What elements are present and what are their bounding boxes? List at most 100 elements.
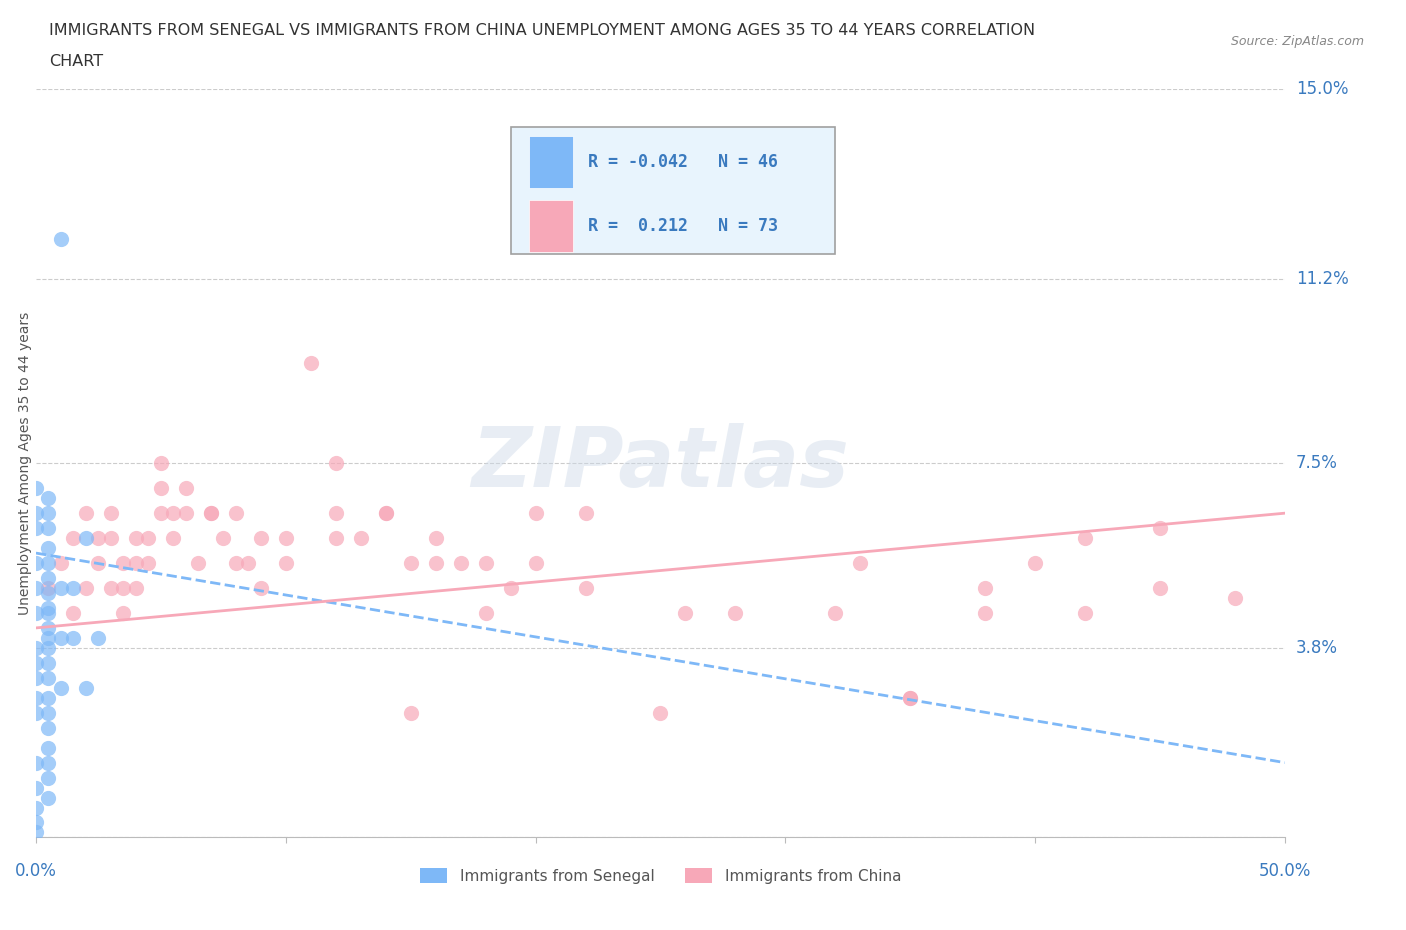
Point <box>849 555 872 570</box>
Point <box>350 531 373 546</box>
Point <box>25 481 48 496</box>
Point <box>225 555 247 570</box>
Point <box>524 555 547 570</box>
Point <box>149 481 172 496</box>
Point <box>149 506 172 521</box>
Point <box>25 580 48 595</box>
Point <box>125 555 148 570</box>
Point <box>574 506 596 521</box>
Text: CHART: CHART <box>49 54 103 69</box>
Point <box>775 181 797 196</box>
Point <box>650 705 672 720</box>
Point <box>37 656 59 671</box>
Point <box>37 521 59 536</box>
Point <box>974 605 997 620</box>
Point <box>25 555 48 570</box>
Legend: Immigrants from Senegal, Immigrants from China: Immigrants from Senegal, Immigrants from… <box>413 861 907 890</box>
Point <box>187 555 209 570</box>
Point <box>37 540 59 555</box>
Point <box>100 580 122 595</box>
Point <box>62 605 84 620</box>
Point <box>399 555 422 570</box>
Point <box>675 605 697 620</box>
Point <box>100 531 122 546</box>
Point <box>162 506 184 521</box>
Point <box>212 531 235 546</box>
Point <box>100 506 122 521</box>
FancyBboxPatch shape <box>510 126 835 254</box>
Point <box>49 681 72 696</box>
Y-axis label: Unemployment Among Ages 35 to 44 years: Unemployment Among Ages 35 to 44 years <box>18 312 32 615</box>
Point <box>112 555 135 570</box>
Point <box>724 605 747 620</box>
Point <box>325 531 347 546</box>
Point <box>112 580 135 595</box>
Point <box>524 506 547 521</box>
Point <box>37 705 59 720</box>
Point <box>37 641 59 656</box>
Point <box>299 356 322 371</box>
Point <box>474 555 496 570</box>
Point <box>149 456 172 471</box>
Point <box>37 555 59 570</box>
Point <box>174 481 197 496</box>
Point <box>87 555 110 570</box>
Point <box>399 705 422 720</box>
Point <box>37 720 59 735</box>
Point <box>37 601 59 616</box>
Point <box>125 531 148 546</box>
Point <box>1149 580 1171 595</box>
Text: ZIPatlas: ZIPatlas <box>471 423 849 504</box>
Point <box>574 580 596 595</box>
Point <box>37 605 59 620</box>
Point <box>1149 521 1171 536</box>
Point <box>138 531 160 546</box>
Point <box>25 705 48 720</box>
Point <box>62 580 84 595</box>
Point <box>87 531 110 546</box>
Text: R =  0.212   N = 73: R = 0.212 N = 73 <box>588 217 778 234</box>
Text: 11.2%: 11.2% <box>1296 270 1348 287</box>
Point <box>87 631 110 645</box>
Point <box>499 580 522 595</box>
Text: Source: ZipAtlas.com: Source: ZipAtlas.com <box>1230 35 1364 48</box>
Point <box>200 506 222 521</box>
Point <box>225 506 247 521</box>
Point <box>450 555 472 570</box>
Point <box>37 506 59 521</box>
Text: 15.0%: 15.0% <box>1296 80 1348 98</box>
Point <box>238 555 260 570</box>
Point <box>25 690 48 705</box>
Point <box>1074 605 1097 620</box>
Point <box>325 456 347 471</box>
Point <box>325 506 347 521</box>
Point <box>25 641 48 656</box>
Point <box>37 740 59 755</box>
Point <box>37 571 59 586</box>
Point <box>25 780 48 795</box>
Point <box>425 531 447 546</box>
Point <box>62 631 84 645</box>
Point <box>49 232 72 246</box>
Point <box>37 671 59 685</box>
Point <box>112 605 135 620</box>
Point <box>75 531 97 546</box>
Point <box>49 631 72 645</box>
Point <box>37 770 59 785</box>
Point <box>374 506 396 521</box>
Point <box>37 631 59 645</box>
Text: R = -0.042   N = 46: R = -0.042 N = 46 <box>588 153 778 171</box>
Point <box>37 690 59 705</box>
Point <box>49 555 72 570</box>
Point <box>25 521 48 536</box>
Point <box>200 506 222 521</box>
Point <box>249 580 271 595</box>
Point <box>75 580 97 595</box>
Point <box>37 491 59 506</box>
FancyBboxPatch shape <box>529 200 574 252</box>
Text: 0.0%: 0.0% <box>15 862 56 881</box>
Point <box>25 815 48 830</box>
Point <box>25 506 48 521</box>
Point <box>374 506 396 521</box>
Point <box>125 580 148 595</box>
